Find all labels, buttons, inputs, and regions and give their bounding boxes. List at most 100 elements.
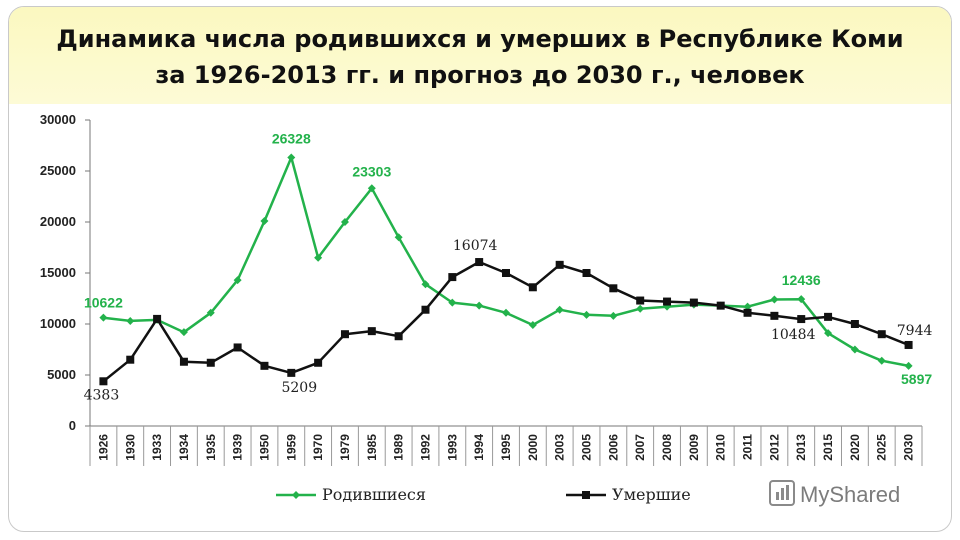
x-tick-label: 1979 <box>338 434 352 461</box>
x-tick-label: 2013 <box>794 434 808 461</box>
x-tick-label: 2011 <box>741 434 755 460</box>
y-tick-label: 0 <box>69 418 76 433</box>
data-point-born <box>260 216 269 225</box>
slide-frame: Динамика числа родившихся и умерших в Ре… <box>8 6 952 532</box>
data-point-died <box>582 269 591 277</box>
data-point-born <box>421 280 430 289</box>
data-label-died: 10484 <box>771 327 816 343</box>
title-line-2: за 1926-2013 гг. и прогноз до 2030 г., ч… <box>155 61 805 89</box>
data-label-born: 12436 <box>782 272 821 288</box>
y-tick-label: 25000 <box>40 163 76 178</box>
x-tick-label: 1933 <box>150 434 164 461</box>
legend-marker-born <box>292 491 300 499</box>
data-point-died <box>770 311 779 320</box>
watermark-text: MyShared <box>800 482 900 507</box>
data-point-died <box>99 377 108 386</box>
x-tick-label: 2015 <box>821 434 835 461</box>
y-tick-label: 10000 <box>40 316 76 331</box>
legend-marker-died <box>582 491 590 499</box>
x-tick-label: 1970 <box>311 434 325 461</box>
data-point-died <box>448 273 457 282</box>
x-tick-label: 2020 <box>848 434 862 461</box>
chart-series <box>99 153 913 386</box>
x-tick-label: 2010 <box>714 434 728 461</box>
x-tick-label: 1994 <box>472 434 486 461</box>
data-point-born <box>287 153 296 162</box>
x-tick-label: 2006 <box>606 434 620 461</box>
data-point-died <box>233 343 242 352</box>
x-tick-label: 1959 <box>284 434 298 461</box>
data-label-born: 5897 <box>901 371 932 387</box>
x-tick-label: 1934 <box>177 434 191 461</box>
data-point-born <box>609 311 618 320</box>
data-point-born <box>555 305 564 314</box>
legend-label-died: Умершие <box>612 485 691 504</box>
data-label-born: 26328 <box>272 130 311 146</box>
y-tick-label: 15000 <box>40 265 76 280</box>
data-point-died <box>904 340 913 349</box>
data-label-born: 10622 <box>84 295 123 311</box>
data-point-born <box>502 308 510 317</box>
y-tick-label: 30000 <box>40 112 76 127</box>
data-point-died <box>797 315 806 324</box>
data-point-died <box>528 283 537 292</box>
x-tick-label: 1995 <box>499 434 513 461</box>
data-point-died <box>743 308 752 317</box>
data-point-born <box>340 218 349 226</box>
data-point-born <box>824 329 833 338</box>
x-tick-label: 1935 <box>204 434 218 461</box>
data-point-born <box>394 233 403 242</box>
data-point-born <box>448 298 457 307</box>
data-point-died <box>260 361 269 370</box>
data-point-born <box>904 361 913 370</box>
data-point-died <box>850 320 859 328</box>
x-tick-label: 1989 <box>392 434 406 461</box>
x-tick-label: 1993 <box>445 434 459 461</box>
data-point-died <box>502 269 510 277</box>
x-tick-label: 1939 <box>231 434 245 461</box>
title-band <box>9 7 951 104</box>
data-point-born <box>179 328 188 337</box>
x-tick-label: 1950 <box>257 434 271 461</box>
data-point-died <box>475 258 484 267</box>
data-point-born <box>367 184 376 193</box>
x-tick-label: 1926 <box>96 434 110 461</box>
data-point-died <box>555 260 564 269</box>
x-tick-label: 2008 <box>660 434 674 461</box>
data-point-died <box>314 358 323 367</box>
chart-data-labels: 10622 26328 23303 12436 5897 4383 5209 16074 104… <box>84 130 933 403</box>
data-label-died: 7944 <box>897 323 933 339</box>
data-point-died <box>877 330 886 339</box>
watermark: MyShared <box>769 480 900 507</box>
data-point-died <box>421 305 430 314</box>
data-point-died <box>206 358 215 367</box>
chart-legend: Родившиеся Умершие <box>276 485 691 504</box>
x-tick-label: 2030 <box>902 434 916 461</box>
data-point-born <box>99 313 108 322</box>
data-point-born <box>233 276 242 285</box>
x-tick-label: 2007 <box>633 434 647 461</box>
chart-axes: 0 5000 10000 15000 20000 25000 30000 1926 1930 19… <box>40 112 923 466</box>
data-point-died <box>394 332 403 341</box>
data-point-born <box>850 345 859 354</box>
data-point-died <box>609 284 618 293</box>
data-point-born <box>314 253 323 262</box>
data-point-died <box>126 355 135 364</box>
data-point-died <box>824 312 833 321</box>
data-point-born <box>528 321 537 330</box>
data-point-died <box>636 296 645 305</box>
data-point-died <box>287 368 296 377</box>
data-point-born <box>206 308 215 317</box>
x-tick-label: 1930 <box>123 434 137 461</box>
x-tick-label: 2005 <box>580 434 594 461</box>
data-point-born <box>582 310 591 319</box>
data-point-died <box>367 327 376 336</box>
y-tick-label: 20000 <box>40 214 76 229</box>
data-point-died <box>716 301 725 310</box>
data-point-died <box>179 357 188 366</box>
data-point-born <box>126 316 135 325</box>
data-point-died <box>663 297 672 306</box>
x-tick-label: 1985 <box>365 434 379 461</box>
data-label-died: 5209 <box>281 380 317 396</box>
